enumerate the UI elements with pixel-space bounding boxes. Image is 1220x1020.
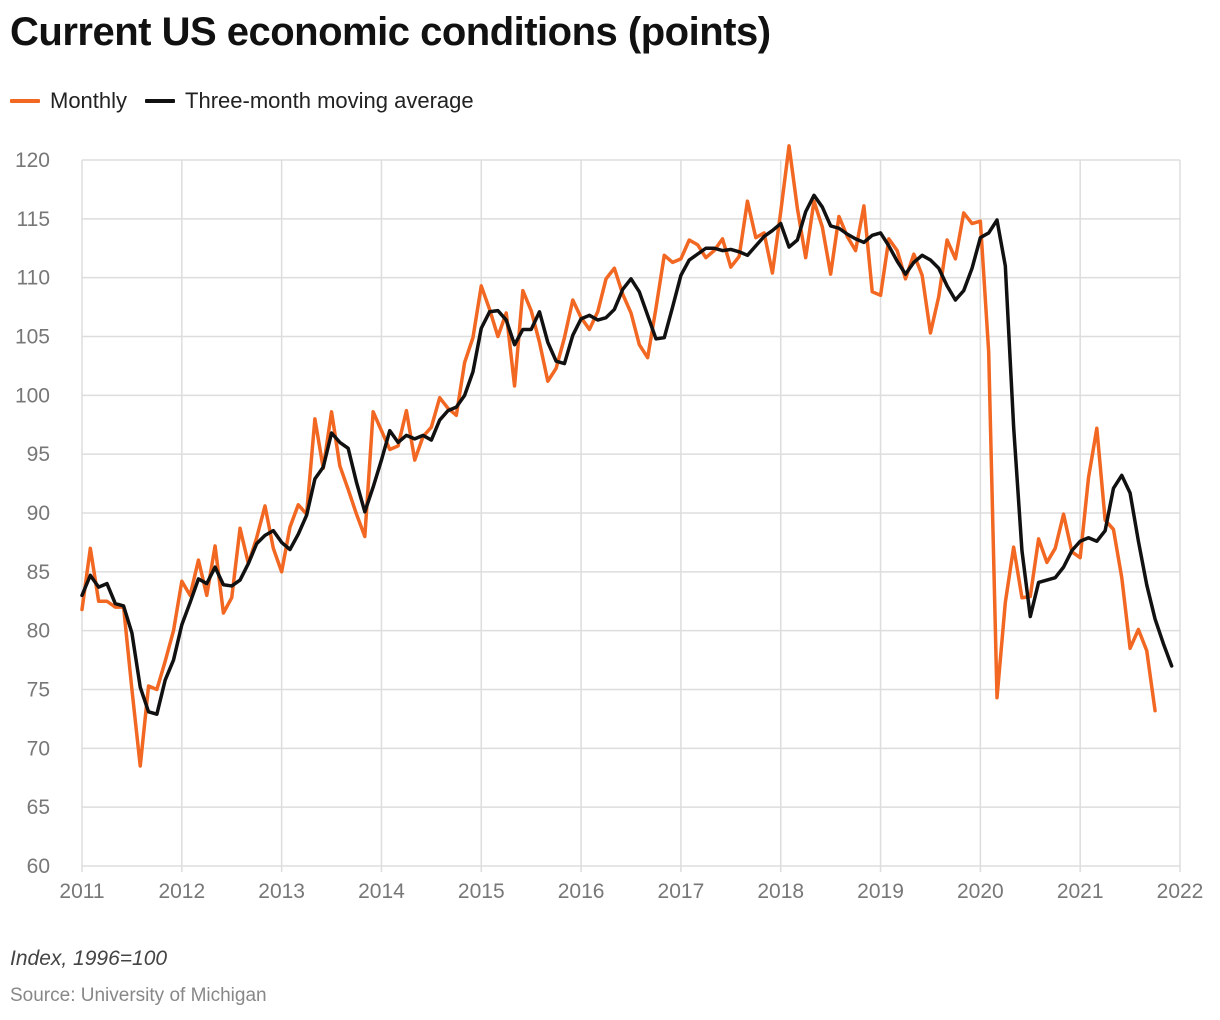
x-tick-label: 2017 [658,880,705,903]
chart-title: Current US economic conditions (points) [10,10,771,54]
x-tick-label: 2021 [1057,880,1104,903]
x-tick-label: 2015 [458,880,505,903]
x-tick-label: 2022 [1157,880,1204,903]
legend: Monthly Three-month moving average [10,88,492,114]
legend-swatch-moving-average [145,99,176,103]
line-chart: 60 65 70 75 80 85 90 95 100 105 110 115 120 2011 2012 2… [15,144,1203,903]
y-tick-label: 95 [27,443,50,466]
y-tick-label: 120 [15,149,50,172]
legend-label-moving-average: Three-month moving average [185,88,474,113]
y-tick-label: 105 [15,326,50,349]
x-tick-label: 2014 [358,880,405,903]
x-tick-label: 2019 [857,880,904,903]
series-layer [80,144,1174,768]
x-tick-label: 2011 [59,880,104,903]
legend-label-monthly: Monthly [50,88,128,113]
x-tick-label: 2013 [258,880,305,903]
source-note: Source: University of Michigan [10,985,267,1006]
y-tick-label: 110 [17,267,50,290]
axis-layer: 60 65 70 75 80 85 90 95 100 105 110 115 120 2011 2012 2… [15,149,1203,903]
x-tick-label: 2016 [558,880,605,903]
x-tick-label: 2020 [957,880,1004,903]
y-tick-label: 100 [15,384,50,407]
y-tick-label: 75 [27,679,50,702]
y-tick-label: 115 [17,208,50,231]
moving-average-series-line [80,193,1174,716]
legend-item-moving-average: Three-month moving average [145,88,474,114]
y-tick-label: 80 [27,620,50,643]
x-tick-label: 2018 [757,880,804,903]
grid-layer [81,159,1181,872]
legend-swatch-monthly [10,99,40,103]
y-tick-label: 90 [27,502,50,525]
monthly-series-line [80,144,1157,768]
x-tick-label: 2012 [158,880,205,903]
y-tick-label: 70 [27,737,50,760]
y-tick-label: 85 [27,561,50,584]
y-tick-label: 60 [27,855,50,878]
y-tick-label: 65 [27,796,50,819]
index-footnote: Index, 1996=100 [10,947,168,970]
legend-item-monthly: Monthly [10,88,127,114]
